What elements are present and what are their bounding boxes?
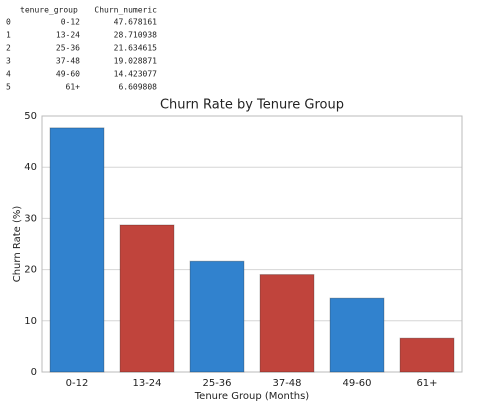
- table-cell: 25-36: [56, 44, 80, 53]
- table-cell: 19.028871: [114, 57, 158, 66]
- row-index: 1: [6, 31, 11, 40]
- x-axis-label: Tenure Group (Months): [194, 391, 310, 402]
- table-cell: 13-24: [56, 31, 80, 40]
- x-tick-label: 25-36: [202, 378, 231, 389]
- y-axis-label: Churn Rate (%): [12, 206, 23, 283]
- y-tick-label: 40: [24, 162, 37, 173]
- y-tick-label: 0: [31, 367, 37, 378]
- bar: [189, 260, 245, 373]
- y-tick-label: 10: [24, 316, 37, 327]
- y-tick-label: 20: [24, 265, 37, 276]
- row-index: 5: [6, 83, 11, 92]
- row-index: 2: [6, 44, 11, 53]
- x-tick-label: 13-24: [132, 378, 161, 389]
- x-tick-label: 0-12: [66, 378, 89, 389]
- bar: [259, 274, 315, 373]
- column-header: tenure_group: [20, 6, 78, 15]
- table-cell: 37-48: [56, 57, 80, 66]
- table-cell: 47.678161: [114, 18, 158, 27]
- plot-frame: [41, 115, 463, 373]
- table-cell: 0-12: [61, 18, 80, 27]
- table-cell: 6.609808: [118, 83, 157, 92]
- bar: [119, 224, 175, 373]
- x-tick-label: 61+: [416, 378, 437, 389]
- x-tick-label: 49-60: [342, 378, 371, 389]
- chart-title: Churn Rate by Tenure Group: [160, 98, 344, 113]
- table-cell: 28.710938: [114, 31, 158, 40]
- row-index: 4: [6, 70, 11, 79]
- bar: [399, 337, 455, 373]
- table-cell: 61+: [66, 83, 81, 92]
- table-cell: 49-60: [56, 70, 80, 79]
- x-tick-label: 37-48: [272, 378, 301, 389]
- bar: [49, 127, 105, 373]
- row-index: 0: [6, 18, 11, 27]
- bar: [329, 297, 385, 373]
- table-cell: 21.634615: [114, 44, 158, 53]
- row-index: 3: [6, 57, 11, 66]
- y-tick-label: 50: [24, 111, 37, 122]
- y-tick-label: 30: [24, 213, 37, 224]
- column-header: Churn_numeric: [94, 6, 157, 15]
- table-cell: 14.423077: [114, 70, 158, 79]
